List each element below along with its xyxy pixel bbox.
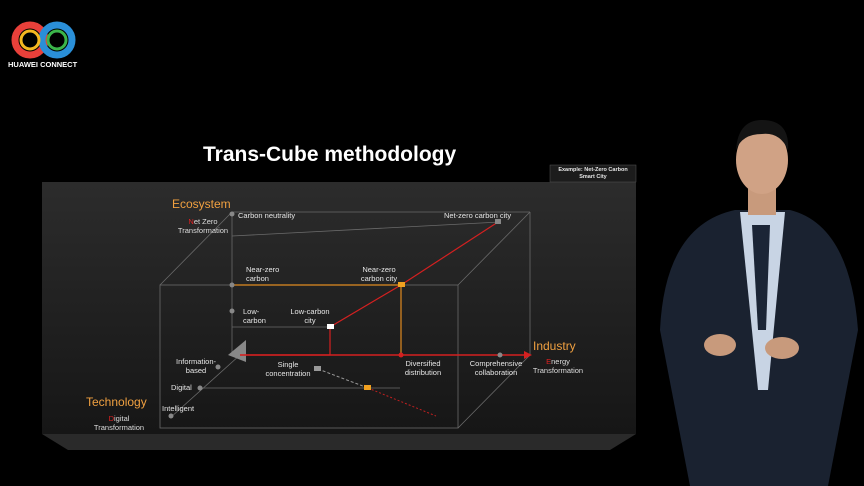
speaker	[660, 120, 858, 486]
node-label: Net-zero carbon city	[444, 211, 512, 220]
node-label: Near-zero carbon city	[360, 265, 398, 283]
slide-title: Trans-Cube methodology	[203, 143, 457, 166]
node-label: Low-carbon	[243, 307, 266, 325]
slide-panel	[42, 182, 636, 434]
node-label: Carbon neutrality	[238, 211, 296, 220]
dotted-link	[367, 387, 437, 417]
slide-floor	[42, 434, 636, 450]
node-label: Diversified distribution	[404, 359, 442, 377]
node-label: Intelligent	[162, 404, 195, 413]
node-label: Digital	[171, 383, 192, 392]
logo-mark	[11, 21, 76, 59]
axis-title: Ecosystem	[172, 197, 231, 211]
arrow	[524, 351, 532, 359]
node-label: Low-carbon city	[290, 307, 330, 325]
origin	[228, 340, 246, 362]
axis-title: Industry	[533, 339, 576, 353]
node-label: Near-zero carbon	[246, 265, 280, 283]
logo-text: HUAWEI CONNECT	[8, 60, 78, 69]
axis-subtitle: Energy Transformation	[532, 357, 584, 375]
node-label: Single concentration	[265, 360, 311, 378]
axis-subtitle: Digital Transformation	[93, 414, 145, 432]
example-box	[549, 164, 637, 183]
points	[168, 211, 503, 419]
example-label: Example: Net-Zero Carbon Smart City	[558, 167, 628, 180]
axis-subtitle: Net Zero Transformation	[177, 217, 229, 235]
node-label: Comprehensive collaboration	[469, 359, 523, 377]
dashed-link	[317, 368, 369, 389]
axis-title: Technology	[86, 395, 147, 409]
node-label: Information-based	[175, 357, 217, 375]
